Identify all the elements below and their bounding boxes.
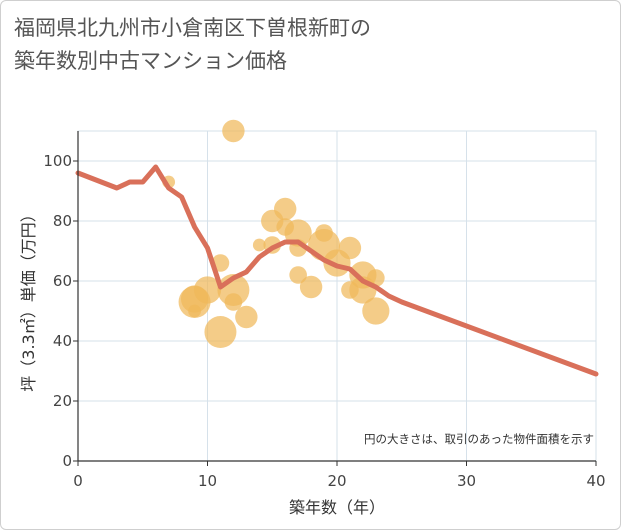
y-tick-label: 80 xyxy=(53,212,72,230)
gridlines xyxy=(78,131,597,461)
bubble-point xyxy=(338,236,362,260)
x-tick-label: 10 xyxy=(198,472,217,490)
trend-line xyxy=(75,164,599,377)
bubble-point xyxy=(252,238,266,252)
chart-title-line-1: 福岡県北九州市小倉南区下曽根新町の xyxy=(14,16,371,40)
y-axis-label: 坪（3.3㎡）単価（万円） xyxy=(19,206,38,391)
x-axis-label: 築年数（年） xyxy=(289,498,385,517)
bubble-size-note: 円の大きさは、取引のあった物件面積を示す xyxy=(364,432,594,446)
y-tick-label: 0 xyxy=(62,452,72,470)
chart-title-line-2: 築年数別中古マンション価格 xyxy=(14,49,287,73)
x-tick-label: 20 xyxy=(327,472,346,490)
chart-title: 福岡県北九州市小倉南区下曽根新町の 築年数別中古マンション価格 xyxy=(14,12,371,78)
x-tick-label: 30 xyxy=(457,472,476,490)
bubble-point xyxy=(204,316,237,348)
bubble-point xyxy=(235,305,258,329)
y-tick-label: 40 xyxy=(53,332,72,350)
x-tick-labels: 0 10 20 30 40 xyxy=(73,461,606,490)
x-tick-label: 40 xyxy=(586,472,605,490)
x-tick-label: 0 xyxy=(73,472,83,490)
bubble-point xyxy=(224,293,243,311)
bubble-point xyxy=(193,276,222,304)
y-tick-label: 20 xyxy=(53,392,72,410)
y-tick-label: 60 xyxy=(53,272,72,290)
bubble-point xyxy=(274,197,297,221)
bubble-point xyxy=(299,275,323,299)
y-tick-label: 100 xyxy=(43,152,72,170)
bubble-point xyxy=(222,119,245,143)
bubble-point xyxy=(289,266,307,284)
bubble-point xyxy=(362,297,390,325)
bubble-layer xyxy=(162,119,390,348)
y-tick-labels: 0 20 40 60 80 100 xyxy=(43,152,78,470)
bubble-point xyxy=(188,304,201,318)
